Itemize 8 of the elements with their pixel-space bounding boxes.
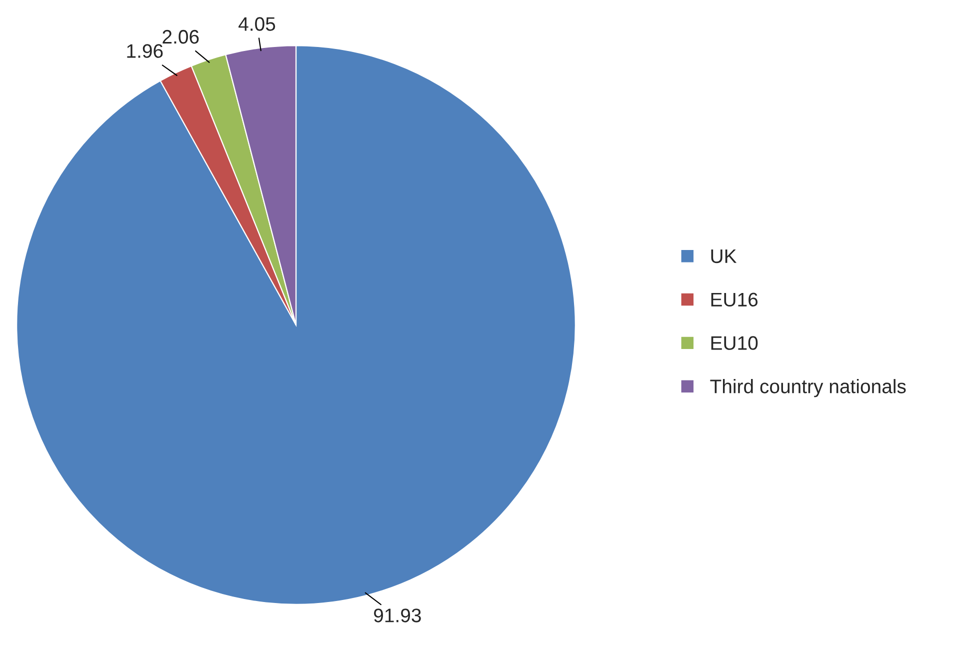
legend-label: Third country nationals — [710, 379, 906, 398]
data-label: 1.96 — [127, 44, 163, 58]
data-label: 4.05 — [238, 17, 276, 31]
legend-label: UK — [711, 250, 737, 264]
data-label: 2.06 — [162, 30, 199, 44]
legend-label: EU16 — [711, 292, 758, 307]
legend-label: EU10 — [711, 336, 758, 350]
data-label: 91.93 — [374, 608, 421, 622]
